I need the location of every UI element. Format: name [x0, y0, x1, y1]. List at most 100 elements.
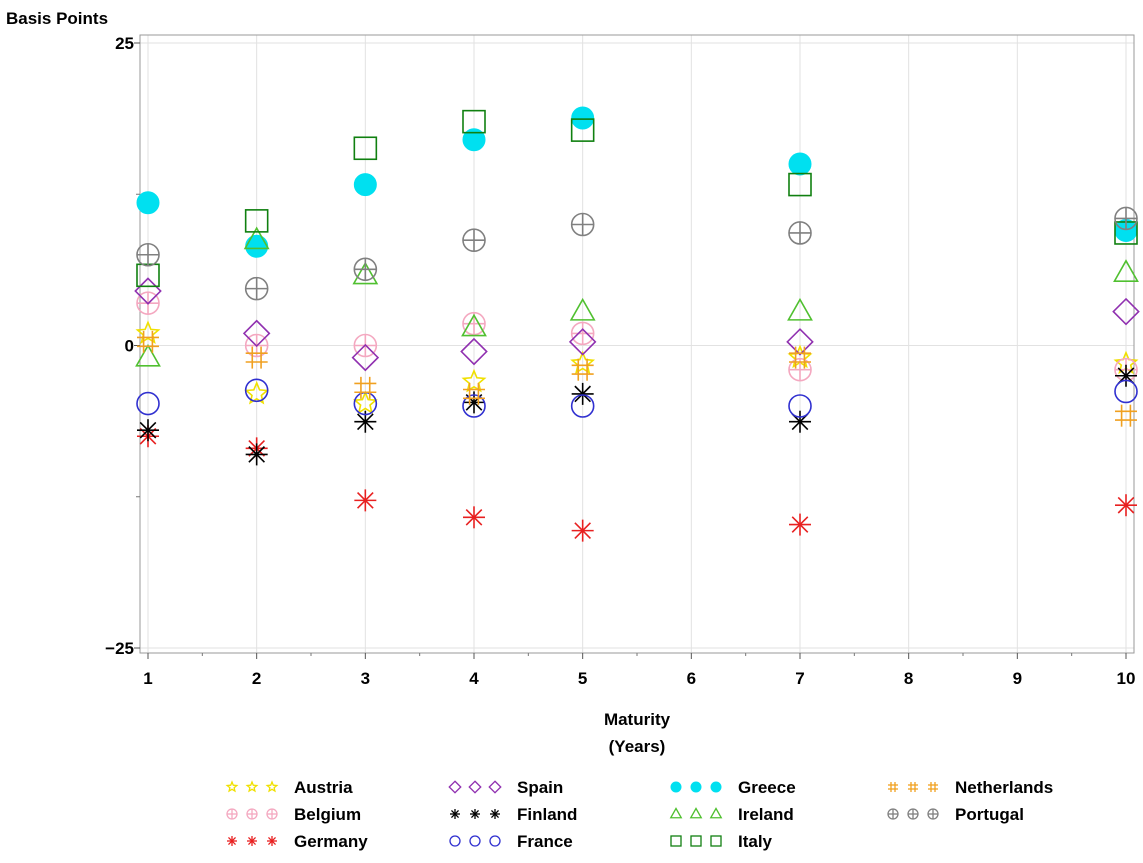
- legend-marker-icon: [227, 836, 237, 846]
- data-point: [461, 368, 487, 393]
- legend-marker-icon: [247, 836, 257, 846]
- data-point: [244, 380, 270, 405]
- data-point: [1114, 206, 1138, 231]
- series-netherlands: [137, 330, 1137, 427]
- legend-marker-icon: [469, 835, 481, 847]
- legend-item-france: France: [449, 832, 573, 851]
- legend-marker-icon: [887, 808, 899, 820]
- y-tick-label: −25: [105, 639, 134, 658]
- data-point: [462, 394, 486, 418]
- legend-label: Belgium: [294, 805, 361, 824]
- legend-marker-icon: [489, 835, 501, 847]
- series-ireland: [135, 226, 1139, 367]
- legend-marker-icon: [710, 835, 722, 847]
- legend-marker-icon: [690, 781, 702, 793]
- legend-marker-icon: [267, 836, 277, 846]
- data-point: [788, 221, 812, 245]
- data-point: [571, 519, 594, 542]
- legend-marker-icon: [908, 782, 918, 792]
- data-point: [352, 390, 378, 415]
- grid-lines: [140, 35, 1134, 653]
- data-point: [570, 321, 595, 346]
- legend-label: Netherlands: [955, 778, 1053, 797]
- series-france: [136, 378, 1138, 418]
- legend-item-italy: Italy: [670, 832, 773, 851]
- legend-marker-icon: [670, 781, 682, 793]
- x-tick-label: 7: [795, 669, 804, 688]
- legend-marker-icon: [468, 780, 482, 794]
- legend-marker-icon: [448, 780, 462, 794]
- data-point: [354, 376, 377, 399]
- data-point: [789, 513, 811, 536]
- x-tick-label: 9: [1013, 669, 1022, 688]
- legend-item-finland: Finland: [450, 805, 577, 824]
- y-tick-label: 0: [125, 337, 134, 356]
- plot-area: [139, 34, 1135, 654]
- legend-item-austria: Austria: [225, 778, 353, 797]
- data-point: [571, 382, 594, 405]
- legend-marker-icon: [690, 835, 702, 847]
- legend-marker-icon: [488, 780, 502, 794]
- data-point: [571, 106, 595, 130]
- x-tick-label: 1: [143, 669, 152, 688]
- data-point: [244, 378, 269, 403]
- legend-label: Portugal: [955, 805, 1024, 824]
- x-tick-label: 3: [361, 669, 370, 688]
- legend-marker-icon: [669, 807, 683, 819]
- data-point: [570, 394, 595, 418]
- legend-item-netherlands: Netherlands: [888, 778, 1053, 797]
- legend-marker-icon: [225, 780, 239, 793]
- y-axis-title: Basis Points: [6, 9, 108, 28]
- data-point: [461, 313, 487, 337]
- data-point: [568, 328, 597, 356]
- data-point: [353, 136, 378, 161]
- series-portugal: [136, 206, 1138, 301]
- data-point: [245, 346, 268, 369]
- series-austria: [135, 320, 1139, 415]
- legend-marker-icon: [709, 807, 723, 819]
- legend-marker-icon: [265, 780, 279, 793]
- data-point: [136, 391, 160, 416]
- data-point: [463, 506, 485, 529]
- legend-marker-icon: [490, 809, 500, 819]
- data-point: [570, 350, 596, 375]
- data-point: [786, 328, 814, 356]
- legend-marker-icon: [689, 807, 703, 819]
- data-point: [244, 276, 269, 301]
- legend-marker-icon: [470, 809, 480, 819]
- data-point: [354, 489, 377, 512]
- data-point: [1113, 259, 1139, 282]
- series-greece: [136, 106, 1138, 258]
- x-tick-label: 8: [904, 669, 913, 688]
- data-point: [787, 297, 813, 321]
- data-point: [788, 172, 812, 197]
- data-point: [462, 128, 486, 152]
- data-point: [788, 152, 812, 176]
- series-germany: [137, 425, 1137, 542]
- data-point: [1114, 379, 1138, 404]
- legend-label: Austria: [294, 778, 353, 797]
- axis-ticks: 1 2 3 4 5 6 7 8 9 10 25 0 −25: [105, 34, 1135, 688]
- data-point: [570, 212, 595, 237]
- legend-item-germany: Germany: [227, 832, 368, 851]
- data-point: [243, 226, 270, 250]
- data-point: [462, 109, 486, 134]
- legend-marker-icon: [450, 809, 460, 819]
- data-point: [137, 419, 159, 442]
- x-tick-label: 4: [469, 669, 479, 688]
- x-tick-label: 2: [252, 669, 261, 688]
- data-point: [1115, 494, 1137, 517]
- x-tick-label: 6: [687, 669, 696, 688]
- data-point: [242, 319, 271, 348]
- data-point: [137, 330, 159, 353]
- x-tick-label: 10: [1117, 669, 1136, 688]
- data-point: [135, 343, 161, 367]
- data-point: [1115, 404, 1137, 427]
- data-point: [353, 257, 378, 282]
- data-point: [245, 443, 268, 466]
- legend-item-greece: Greece: [670, 778, 796, 797]
- data-point: [570, 118, 595, 142]
- legend-marker-icon: [245, 780, 259, 793]
- legend-label: Ireland: [738, 805, 794, 824]
